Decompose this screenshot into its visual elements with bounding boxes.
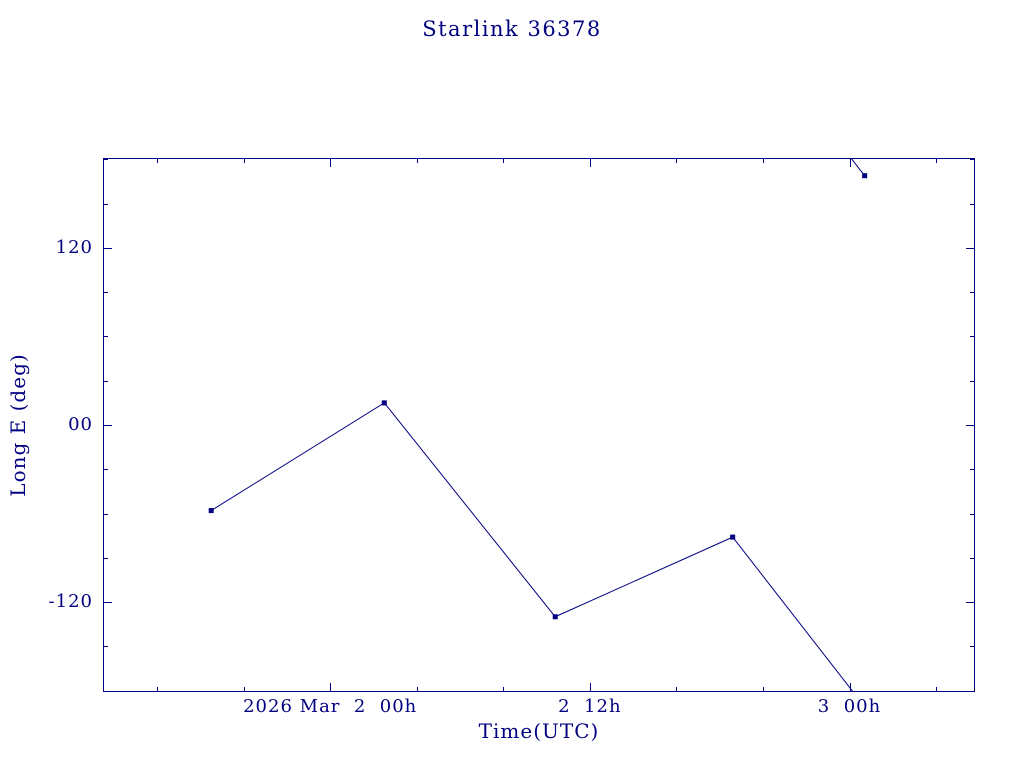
- y-tick-label: -120: [48, 591, 93, 613]
- axis-ticks: [104, 159, 974, 692]
- x-tick-label: 3 00h: [817, 696, 882, 717]
- plot-frame: [103, 158, 975, 692]
- chart-title: Starlink 36378: [422, 17, 602, 41]
- y-tick-label: 120: [55, 236, 93, 258]
- x-axis-label: Time(UTC): [478, 719, 600, 743]
- y-tick-label: 00: [68, 414, 93, 435]
- x-tick-label: 2026 Mar 2 00h: [243, 696, 418, 717]
- data-markers: [208, 173, 868, 620]
- x-tick-label: 2 12h: [558, 696, 622, 717]
- data-line: [210, 158, 866, 692]
